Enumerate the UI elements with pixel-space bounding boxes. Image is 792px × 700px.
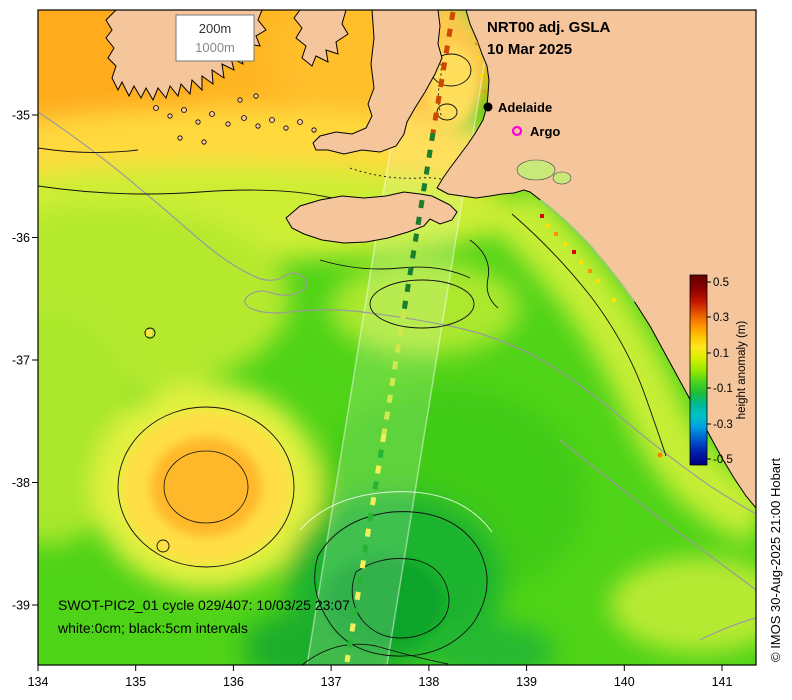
colorbar-gradient: [689, 274, 708, 466]
bathymetry-contours-gray: [38, 111, 756, 641]
x-tick-label: 139: [516, 675, 537, 689]
plot-border: [37, 9, 757, 666]
annotation-line2: white:0cm; black:5cm intervals: [57, 620, 248, 636]
colorbar-tick-label: -0.1: [713, 383, 733, 395]
colorbar: 0.5 0.3 0.1 -0.1 -0.3 -0.5 height anomal…: [689, 274, 748, 466]
coastal-lakes: [516, 159, 636, 303]
island-specks: [153, 93, 317, 145]
x-tick-label: 140: [614, 675, 635, 689]
colorbar-tick-label: -0.3: [713, 419, 733, 431]
adelaide-label: Adelaide: [498, 100, 552, 115]
swot-track-dashes: [344, 11, 456, 663]
x-tick-label: 136: [223, 675, 244, 689]
y-tick-label: -38: [12, 476, 30, 490]
adelaide-marker: [483, 102, 493, 112]
plot-date: 10 Mar 2025: [487, 41, 572, 58]
x-axis-labels: 134 135 136 137 138 139 140 141: [28, 675, 733, 689]
y-axis-labels: -35 -36 -37 -38 -39: [12, 109, 30, 613]
coorong-lagoon: [539, 199, 636, 303]
x-tick-label: 135: [125, 675, 146, 689]
colorbar-tick-label: 0.5: [713, 277, 729, 289]
contour-legend-box: 200m 1000m: [175, 14, 255, 62]
y-tick-label: -36: [12, 231, 30, 245]
eyre-coast-east-land: [293, 10, 349, 67]
zero-contour-white: [299, 491, 493, 533]
annotation-line1: SWOT-PIC2_01 cycle 029/407: 10/03/25 23:…: [58, 597, 350, 613]
colorbar-tick-label: -0.5: [713, 454, 733, 466]
coastal-dots: [146, 42, 663, 549]
y-tick-label: -39: [12, 599, 30, 613]
argo-marker: [511, 125, 523, 137]
copyright-text: © IMOS 30-Aug-2025 21:00 Hobart: [768, 458, 783, 662]
colorbar-tick-marks: [707, 281, 711, 460]
x-tick-label: 141: [712, 675, 733, 689]
axis-tick-marks: [32, 114, 723, 671]
legend-200m-label: 200m: [199, 21, 232, 36]
colorbar-axis-label: height anomaly (m): [736, 321, 748, 420]
argo-label: Argo: [530, 124, 560, 139]
legend-1000m-label: 1000m: [195, 40, 235, 55]
yorke-peninsula-land: [312, 10, 443, 155]
kangaroo-island-land: [285, 191, 458, 244]
anomaly-contours-black: [38, 35, 667, 665]
colorbar-tick-label: 0.3: [713, 312, 729, 324]
colorbar-tick-label: 0.1: [713, 348, 729, 360]
x-tick-label: 134: [28, 675, 49, 689]
plot-title: NRT00 adj. GSLA: [487, 19, 611, 36]
x-tick-label: 137: [321, 675, 342, 689]
y-tick-label: -35: [12, 109, 30, 123]
y-tick-label: -37: [12, 354, 30, 368]
x-tick-label: 138: [418, 675, 439, 689]
